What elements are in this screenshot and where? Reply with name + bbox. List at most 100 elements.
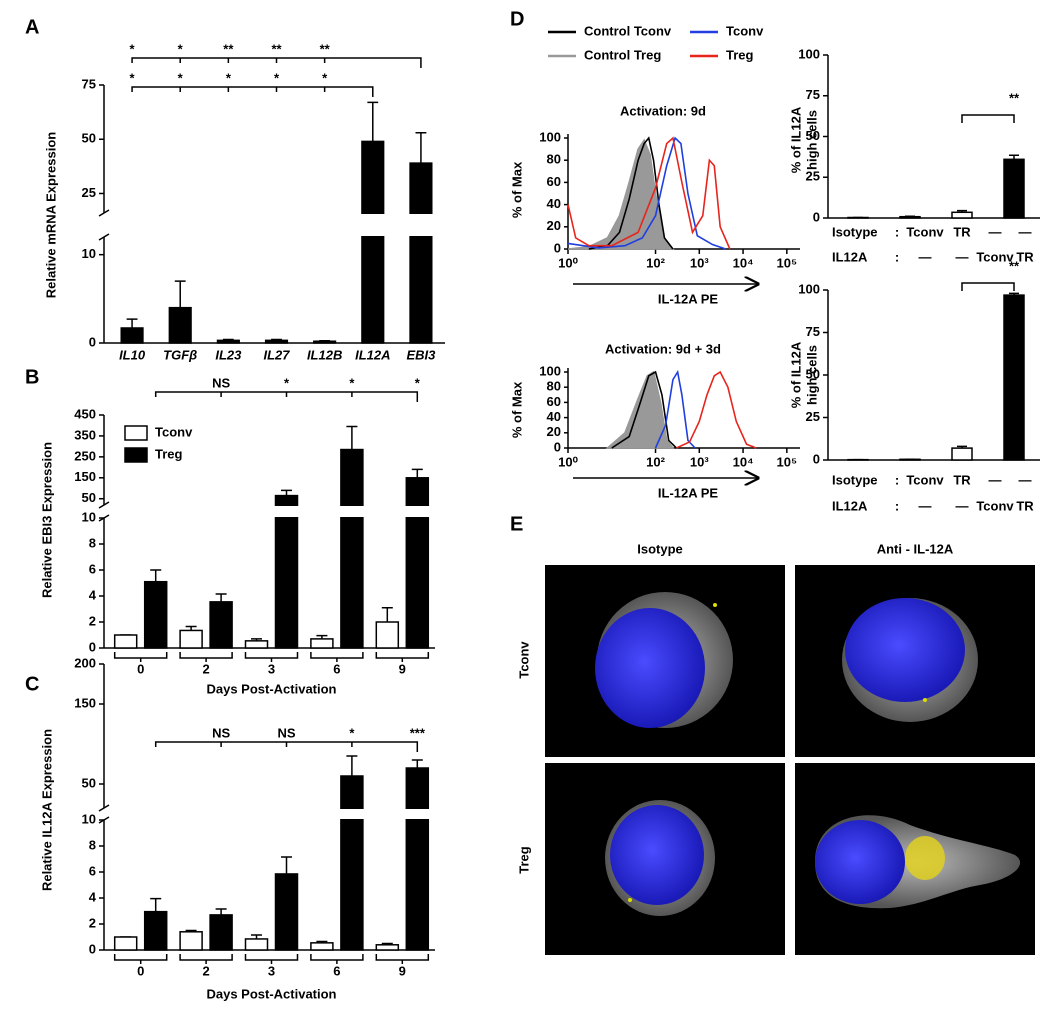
x-tick-label: 2 [202,661,209,676]
stain-dot [713,603,717,607]
y-tick-label: 20 [547,218,561,233]
condition-cell: — [989,472,1002,487]
legend-label: Treg [726,47,754,62]
significance-label: * [178,70,184,85]
significance-bracket [131,86,374,97]
y-tick-label: 150 [74,695,96,710]
y-tick-label: 8 [89,535,96,550]
y-tick-label: 60 [547,174,561,189]
x-tick-label: EBI3 [406,347,436,362]
group-bracket [244,652,299,662]
stain-dot [628,898,632,902]
bar [361,140,385,344]
histogram-area [605,370,675,449]
y-tick-label: 40 [547,196,561,211]
significance-label: * [349,375,355,390]
y-tick-label: 0 [813,451,820,466]
error-bar [126,318,138,328]
group-bracket [113,652,168,662]
significance-label: ** [320,41,331,56]
y-tick-label: 10 [82,811,96,826]
y-tick-label: 2 [89,915,96,930]
column-header: Anti - IL-12A [877,541,954,556]
y-tick-label: 100 [539,363,561,378]
y-tick-label: 100 [798,281,820,296]
x-axis-label: Days Post-Activation [206,681,336,696]
x-tick-label: 9 [399,661,406,676]
histogram-line [654,369,696,449]
bar [274,494,299,649]
legend-swatch [124,425,148,441]
condition-cell: — [1019,224,1032,239]
error-bar [411,468,423,478]
y-tick-label: 200 [74,655,96,670]
significance-label: ** [1009,258,1020,273]
y-tick-label: 0 [554,240,561,255]
y-tick-label: 50 [806,128,820,143]
x-tick-label: 10⁰ [558,454,578,469]
x-tick-label: 10² [646,255,665,270]
bar [168,306,192,344]
legend-label: Treg [155,446,183,461]
significance-label: * [284,375,290,390]
significance-label: NS [277,725,295,740]
significance-bracket [961,282,1015,291]
y-tick-label: 80 [547,379,561,394]
y-tick-label: 50 [82,490,96,505]
y-tick-label: 10 [82,509,96,524]
y-axis-label: % of IL12A [788,106,803,173]
bar [951,211,973,219]
error-bar [215,908,227,915]
row-header: Tconv [516,641,531,679]
significance-label: * [349,725,355,740]
bar [340,448,364,649]
condition-cell: TR [1016,249,1034,264]
y-tick-label: 0 [89,334,96,349]
bar [340,775,364,951]
y-axis-label: high cells [804,345,819,405]
y-tick-label: 60 [547,394,561,409]
condition-cell: TR [1016,498,1034,513]
y-axis-label: % of Max [509,161,524,218]
bar [1003,158,1025,219]
x-tick-label: 3 [268,661,275,676]
histogram-line [567,136,731,250]
significance-label: ** [271,41,282,56]
x-tick-label: 10⁴ [733,255,754,270]
significance-label: * [322,70,328,85]
condition-cell: Tconv [976,249,1014,264]
x-tick-label: IL10 [119,347,146,362]
y-tick-label: 6 [89,561,96,576]
nucleus [815,820,905,904]
x-tick-label: 10⁰ [558,255,578,270]
group-bracket [179,652,233,662]
condition-cell: — [919,498,932,513]
y-tick-label: 6 [89,863,96,878]
panel-label: E [510,513,523,535]
bar [143,580,168,649]
legend-label: Control Treg [584,47,661,62]
x-tick-label: 0 [137,661,144,676]
y-tick-label: 75 [806,324,820,339]
group-bracket [310,652,364,662]
condition-separator: : [895,498,899,513]
y-tick-label: 0 [89,639,96,654]
condition-cell: — [919,249,932,264]
histogram-line [611,370,677,449]
break-gap [338,506,365,517]
panel-label: A [25,16,39,38]
group-bracket [310,954,364,964]
y-tick-label: 25 [806,169,820,184]
bar [409,162,433,344]
error-bar [415,131,427,164]
legend-label: Control Tconv [584,23,672,38]
break-gap [408,214,434,236]
error-bar [150,569,162,582]
y-tick-label: 8 [89,837,96,852]
condition-separator: : [895,224,899,239]
y-tick-label: 20 [547,424,561,439]
y-tick-label: 40 [547,409,561,424]
significance-bracket [154,741,419,752]
chart-title: Activation: 9d [620,103,706,118]
condition-separator: : [895,249,899,264]
